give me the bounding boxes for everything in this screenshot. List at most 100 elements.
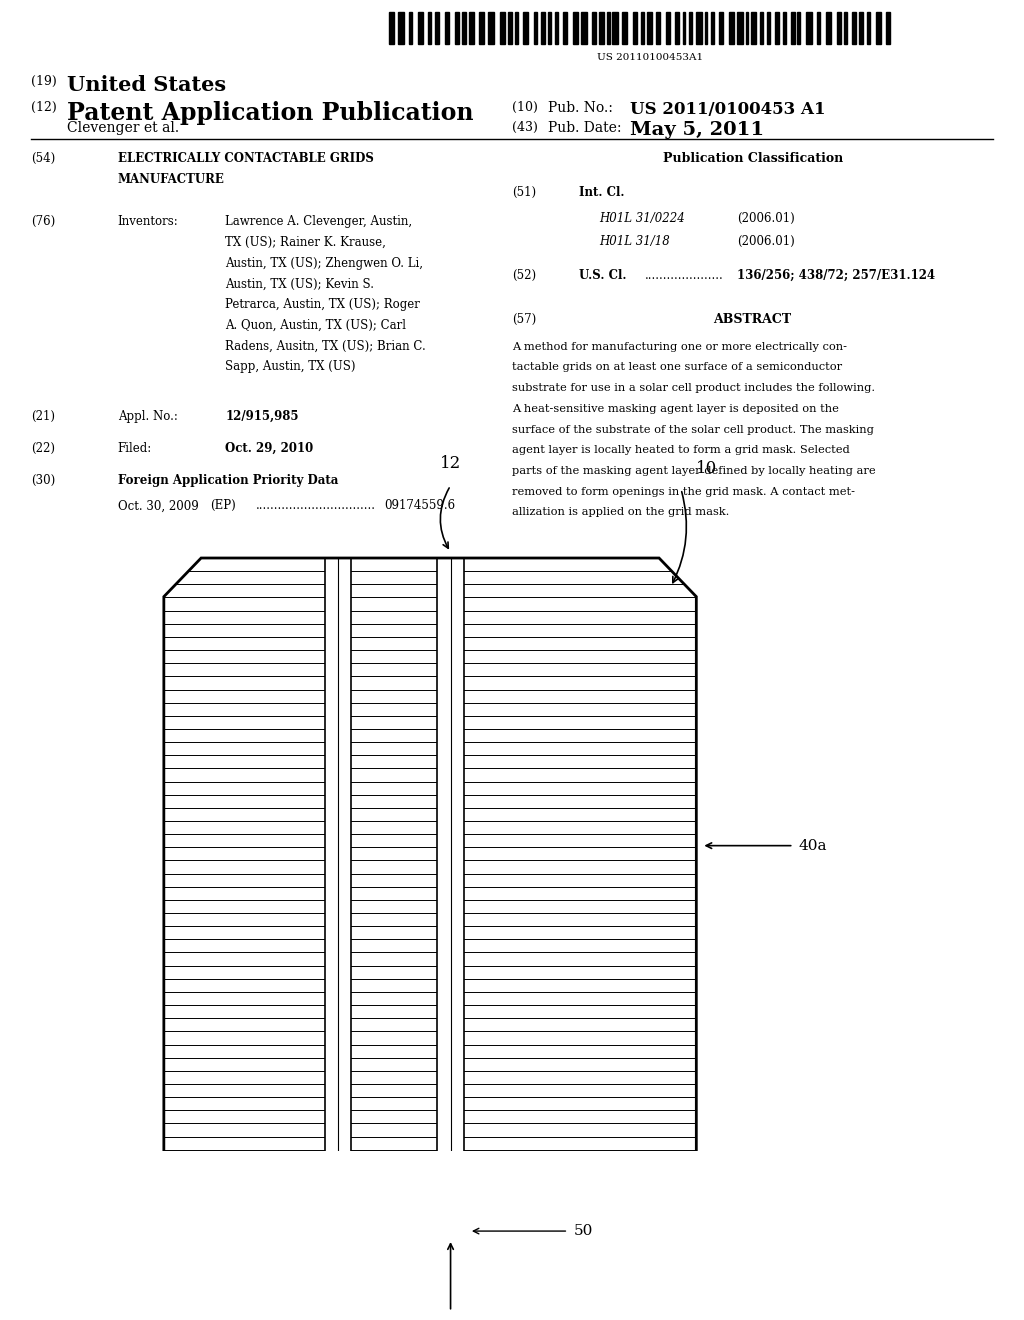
Text: Pub. No.:: Pub. No.: <box>548 102 612 115</box>
Bar <box>418 12 423 44</box>
Text: agent layer is locally heated to form a grid mask. Selected: agent layer is locally heated to form a … <box>512 445 850 455</box>
Text: A method for manufacturing one or more electrically con-: A method for manufacturing one or more e… <box>512 342 847 351</box>
Text: (52): (52) <box>512 269 537 282</box>
Bar <box>737 12 742 44</box>
Bar <box>647 12 651 44</box>
Text: 136/256; 438/72; 257/E31.124: 136/256; 438/72; 257/E31.124 <box>737 269 935 282</box>
Text: H01L 31/18: H01L 31/18 <box>599 235 670 248</box>
Bar <box>751 12 756 44</box>
Text: (2006.01): (2006.01) <box>737 235 795 248</box>
Text: H01L 31/0224: H01L 31/0224 <box>599 211 685 224</box>
Bar <box>435 12 438 44</box>
Text: US 2011/0100453 A1: US 2011/0100453 A1 <box>630 102 825 119</box>
Text: Petrarca, Austin, TX (US); Roger: Petrarca, Austin, TX (US); Roger <box>225 298 420 312</box>
Bar <box>633 12 637 44</box>
Text: Sapp, Austin, TX (US): Sapp, Austin, TX (US) <box>225 360 355 374</box>
Text: (EP): (EP) <box>210 499 236 512</box>
Bar <box>534 12 538 44</box>
Text: .....................: ..................... <box>645 269 724 282</box>
Text: (21): (21) <box>31 409 54 422</box>
Bar <box>675 12 679 44</box>
Bar <box>455 12 459 44</box>
Text: (12): (12) <box>31 102 56 115</box>
Text: tactable grids on at least one surface of a semiconductor: tactable grids on at least one surface o… <box>512 363 842 372</box>
Bar <box>522 12 527 44</box>
Bar <box>581 12 587 44</box>
Bar <box>852 12 856 44</box>
Text: MANUFACTURE: MANUFACTURE <box>118 173 224 186</box>
Bar <box>760 12 763 44</box>
Text: Clevenger et al.: Clevenger et al. <box>67 121 178 135</box>
Text: ................................: ................................ <box>256 499 376 512</box>
Text: (19): (19) <box>31 75 56 88</box>
Text: (43): (43) <box>512 121 538 133</box>
Bar <box>572 12 578 44</box>
Text: (76): (76) <box>31 215 55 228</box>
Text: US 20110100453A1: US 20110100453A1 <box>597 53 703 62</box>
Text: allization is applied on the grid mask.: allization is applied on the grid mask. <box>512 507 729 517</box>
Text: (54): (54) <box>31 152 55 165</box>
Text: ABSTRACT: ABSTRACT <box>714 313 792 326</box>
Bar <box>887 12 890 44</box>
Bar <box>389 12 394 44</box>
Text: United States: United States <box>67 75 225 95</box>
Text: (30): (30) <box>31 474 55 487</box>
Bar <box>826 12 831 44</box>
Bar <box>563 12 567 44</box>
Bar <box>437 558 464 1203</box>
Bar <box>844 12 847 44</box>
Bar <box>656 12 660 44</box>
Bar <box>767 12 770 44</box>
Bar <box>877 12 882 44</box>
Text: ELECTRICALLY CONTACTABLE GRIDS: ELECTRICALLY CONTACTABLE GRIDS <box>118 152 374 165</box>
Bar <box>325 558 351 1203</box>
Bar <box>555 12 558 44</box>
Text: (57): (57) <box>512 313 537 326</box>
Bar <box>641 12 644 44</box>
Text: Patent Application Publication: Patent Application Publication <box>67 102 473 125</box>
Text: U.S. Cl.: U.S. Cl. <box>579 269 626 282</box>
Text: Pub. Date:: Pub. Date: <box>548 121 622 135</box>
Bar <box>508 12 512 44</box>
Text: Oct. 30, 2009: Oct. 30, 2009 <box>118 499 199 512</box>
Text: Oct. 29, 2010: Oct. 29, 2010 <box>225 442 313 455</box>
Text: (2006.01): (2006.01) <box>737 211 795 224</box>
Text: Inventors:: Inventors: <box>118 215 178 228</box>
Text: May 5, 2011: May 5, 2011 <box>630 121 764 139</box>
Bar <box>409 12 412 44</box>
Bar <box>683 12 685 44</box>
Text: Austin, TX (US); Kevin S.: Austin, TX (US); Kevin S. <box>225 277 375 290</box>
Text: Foreign Application Priority Data: Foreign Application Priority Data <box>118 474 338 487</box>
Bar <box>859 12 863 44</box>
Text: 40a: 40a <box>799 838 827 853</box>
Bar <box>479 12 484 44</box>
Bar <box>711 12 714 44</box>
Text: substrate for use in a solar cell product includes the following.: substrate for use in a solar cell produc… <box>512 383 876 393</box>
Text: surface of the substrate of the solar cell product. The masking: surface of the substrate of the solar ce… <box>512 425 873 434</box>
Text: Austin, TX (US); Zhengwen O. Li,: Austin, TX (US); Zhengwen O. Li, <box>225 256 423 269</box>
Bar <box>705 12 708 44</box>
Bar <box>817 12 820 44</box>
Bar <box>689 12 692 44</box>
Text: 12: 12 <box>440 454 461 471</box>
Bar <box>775 12 779 44</box>
Text: A heat-sensitive masking agent layer is deposited on the: A heat-sensitive masking agent layer is … <box>512 404 839 414</box>
Text: Int. Cl.: Int. Cl. <box>579 186 624 199</box>
Text: A. Quon, Austin, TX (US); Carl: A. Quon, Austin, TX (US); Carl <box>225 318 407 331</box>
Text: 09174559.6: 09174559.6 <box>384 499 455 512</box>
Text: (22): (22) <box>31 442 54 455</box>
Bar <box>469 12 474 44</box>
Bar <box>837 12 841 44</box>
Bar <box>607 12 610 44</box>
Text: 12/915,985: 12/915,985 <box>225 409 299 422</box>
Bar <box>729 12 733 44</box>
Bar <box>666 12 671 44</box>
Text: Appl. No.:: Appl. No.: <box>118 409 177 422</box>
Bar <box>592 12 596 44</box>
Bar <box>515 12 517 44</box>
Text: (51): (51) <box>512 186 537 199</box>
Text: removed to form openings in the grid mask. A contact met-: removed to form openings in the grid mas… <box>512 487 855 496</box>
Polygon shape <box>164 558 696 1203</box>
Bar <box>462 12 467 44</box>
Bar <box>782 12 786 44</box>
